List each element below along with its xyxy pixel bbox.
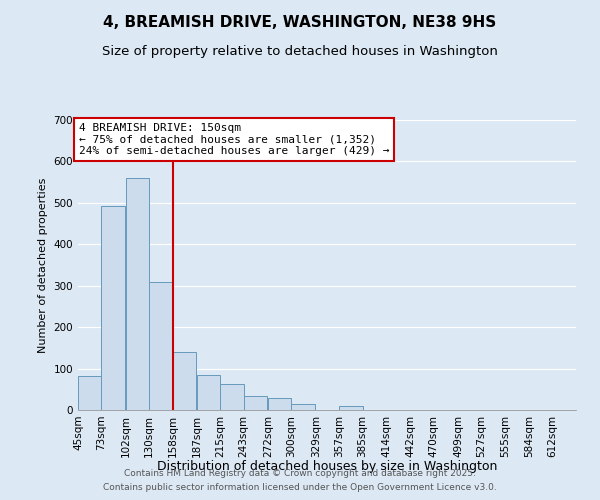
- Bar: [220, 384, 244, 410]
- Text: 4 BREAMISH DRIVE: 150sqm
← 75% of detached houses are smaller (1,352)
24% of sem: 4 BREAMISH DRIVE: 150sqm ← 75% of detach…: [79, 123, 389, 156]
- Bar: [268, 398, 292, 410]
- Text: Contains HM Land Registry data © Crown copyright and database right 2025.: Contains HM Land Registry data © Crown c…: [124, 468, 476, 477]
- Bar: [292, 404, 315, 410]
- Bar: [78, 376, 101, 410]
- Text: Contains public sector information licensed under the Open Government Licence v3: Contains public sector information licen…: [103, 484, 497, 492]
- Bar: [339, 406, 362, 410]
- Bar: [101, 206, 125, 410]
- Bar: [149, 282, 173, 410]
- Y-axis label: Number of detached properties: Number of detached properties: [38, 178, 48, 352]
- Bar: [197, 375, 220, 410]
- Text: 4, BREAMISH DRIVE, WASHINGTON, NE38 9HS: 4, BREAMISH DRIVE, WASHINGTON, NE38 9HS: [103, 15, 497, 30]
- Bar: [244, 396, 267, 410]
- Bar: [173, 352, 196, 410]
- Text: Size of property relative to detached houses in Washington: Size of property relative to detached ho…: [102, 45, 498, 58]
- Bar: [126, 178, 149, 410]
- X-axis label: Distribution of detached houses by size in Washington: Distribution of detached houses by size …: [157, 460, 497, 473]
